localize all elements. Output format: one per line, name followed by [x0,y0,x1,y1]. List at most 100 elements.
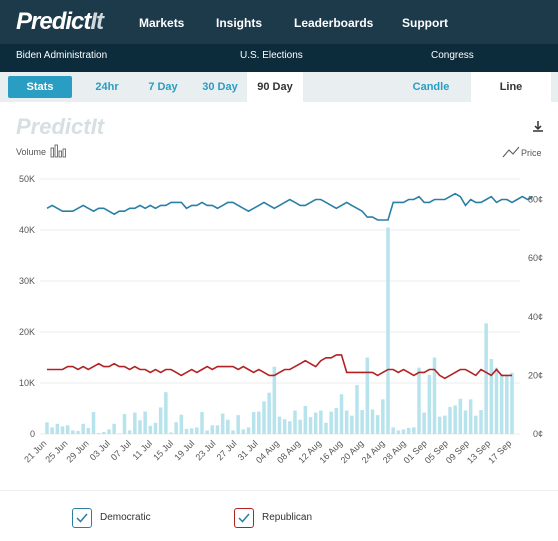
volume-bar [81,423,85,434]
volume-bar [262,401,266,434]
democratic-checkbox[interactable] [72,508,92,528]
volume-bar [267,392,271,434]
volume-axis-tick: 50K [19,174,35,184]
volume-axis-tick: 40K [19,225,35,235]
volume-bar [246,427,251,434]
price-volume-chart: PredictIt Volume Price 010K20K30K40K50K … [16,114,543,466]
volume-bar [236,415,240,434]
volume-axis-tick: 30K [19,276,35,286]
democratic-legend-label: Democratic [100,512,151,523]
volume-bar [241,429,246,434]
volume-bar [102,431,106,434]
subnav-biden-administration[interactable]: Biden Administration [16,50,108,61]
republican-checkbox[interactable] [234,508,254,528]
volume-bar [458,398,463,434]
volume-bar [179,414,184,434]
volume-axis-tick: 20K [19,327,35,337]
download-icon[interactable] [533,121,543,132]
volume-bar [313,412,318,434]
volume-bar [360,410,364,434]
volume-bar [417,367,421,434]
price-legend-label[interactable]: Price [521,148,542,158]
volume-bar [437,416,442,434]
tab-stats[interactable]: Stats [8,76,72,98]
volume-bar [499,374,504,434]
nav-leaderboards[interactable]: Leaderboards [294,16,374,30]
tab-30-day[interactable]: 30 Day [202,81,238,93]
volume-bar [133,412,137,434]
x-axis-tick: 21 Jun [22,438,48,464]
volume-bar [60,426,65,434]
volume-bar [391,427,395,434]
volume-bar [505,374,509,434]
volume-bar [298,419,302,434]
volume-bar [277,416,282,434]
tab-24hr[interactable]: 24hr [95,81,119,93]
volume-bar [189,428,194,434]
volume-bar [143,411,147,434]
tab-line[interactable]: Line [471,72,551,102]
price-axis-tick: 80¢ [528,195,543,205]
check-icon [76,513,88,523]
volume-bar [288,421,292,434]
volume-bar [334,407,339,434]
nav-support[interactable]: Support [402,16,448,30]
chart-watermark: PredictIt [16,114,106,139]
volume-bar [448,406,452,434]
volume-bar [76,430,80,434]
volume-bar [220,413,225,434]
volume-bars-icon [50,144,66,158]
series-line-republican [47,354,512,380]
volume-bar [164,392,168,434]
volume-bar [401,429,406,434]
volume-bar [158,407,163,434]
subnav-congress[interactable]: Congress [431,50,474,61]
volume-bar [200,412,204,434]
volume-bar [138,420,142,434]
nav-insights[interactable]: Insights [216,16,263,30]
chart-legend: Democratic Republican [0,490,558,541]
volume-bar [50,427,54,434]
subnav-us-elections[interactable]: U.S. Elections [240,50,303,61]
volume-bar [365,357,370,434]
predictit-logo[interactable]: PredictIt [16,8,104,35]
volume-bar [494,367,499,434]
volume-bar [293,410,297,434]
volume-bar [468,399,473,434]
volume-bar [453,405,457,434]
volume-bar [427,374,432,434]
x-axis-tick: 17 Sep [486,438,513,465]
volume-bar [324,422,328,434]
tab-7-day[interactable]: 7 Day [148,81,178,93]
volume-axis-tick: 10K [19,378,35,388]
volume-bar [96,432,101,434]
price-axis-tick: 20¢ [528,370,543,380]
nav-markets[interactable]: Markets [139,16,185,30]
price-line-icon [502,146,520,158]
volume-bar [122,414,127,434]
volume-bar [350,415,354,434]
volume-bar [65,425,70,434]
price-axis-tick: 60¢ [528,253,543,263]
volume-bar [215,425,220,434]
volume-legend-label[interactable]: Volume [16,147,46,157]
volume-axis-tick: 0 [30,429,35,439]
volume-bar [153,422,158,434]
volume-bar [71,430,75,434]
volume-bar [443,415,447,434]
volume-bar [355,385,359,434]
volume-bar [45,422,49,434]
tab-90-day[interactable]: 90 Day [247,72,303,102]
x-axis-tick: 11 Jul [131,438,155,462]
volume-bar [406,427,411,434]
volume-bar [381,399,385,434]
volume-bar [484,323,488,434]
volume-bar [412,427,416,434]
volume-bar [422,412,426,434]
tab-candle[interactable]: Candle [412,81,450,93]
x-axis-tick: 25 Jun [43,438,69,464]
price-axis-tick: 40¢ [528,312,543,322]
volume-bar [319,410,323,434]
volume-bar [91,412,96,434]
volume-bar [344,410,349,434]
